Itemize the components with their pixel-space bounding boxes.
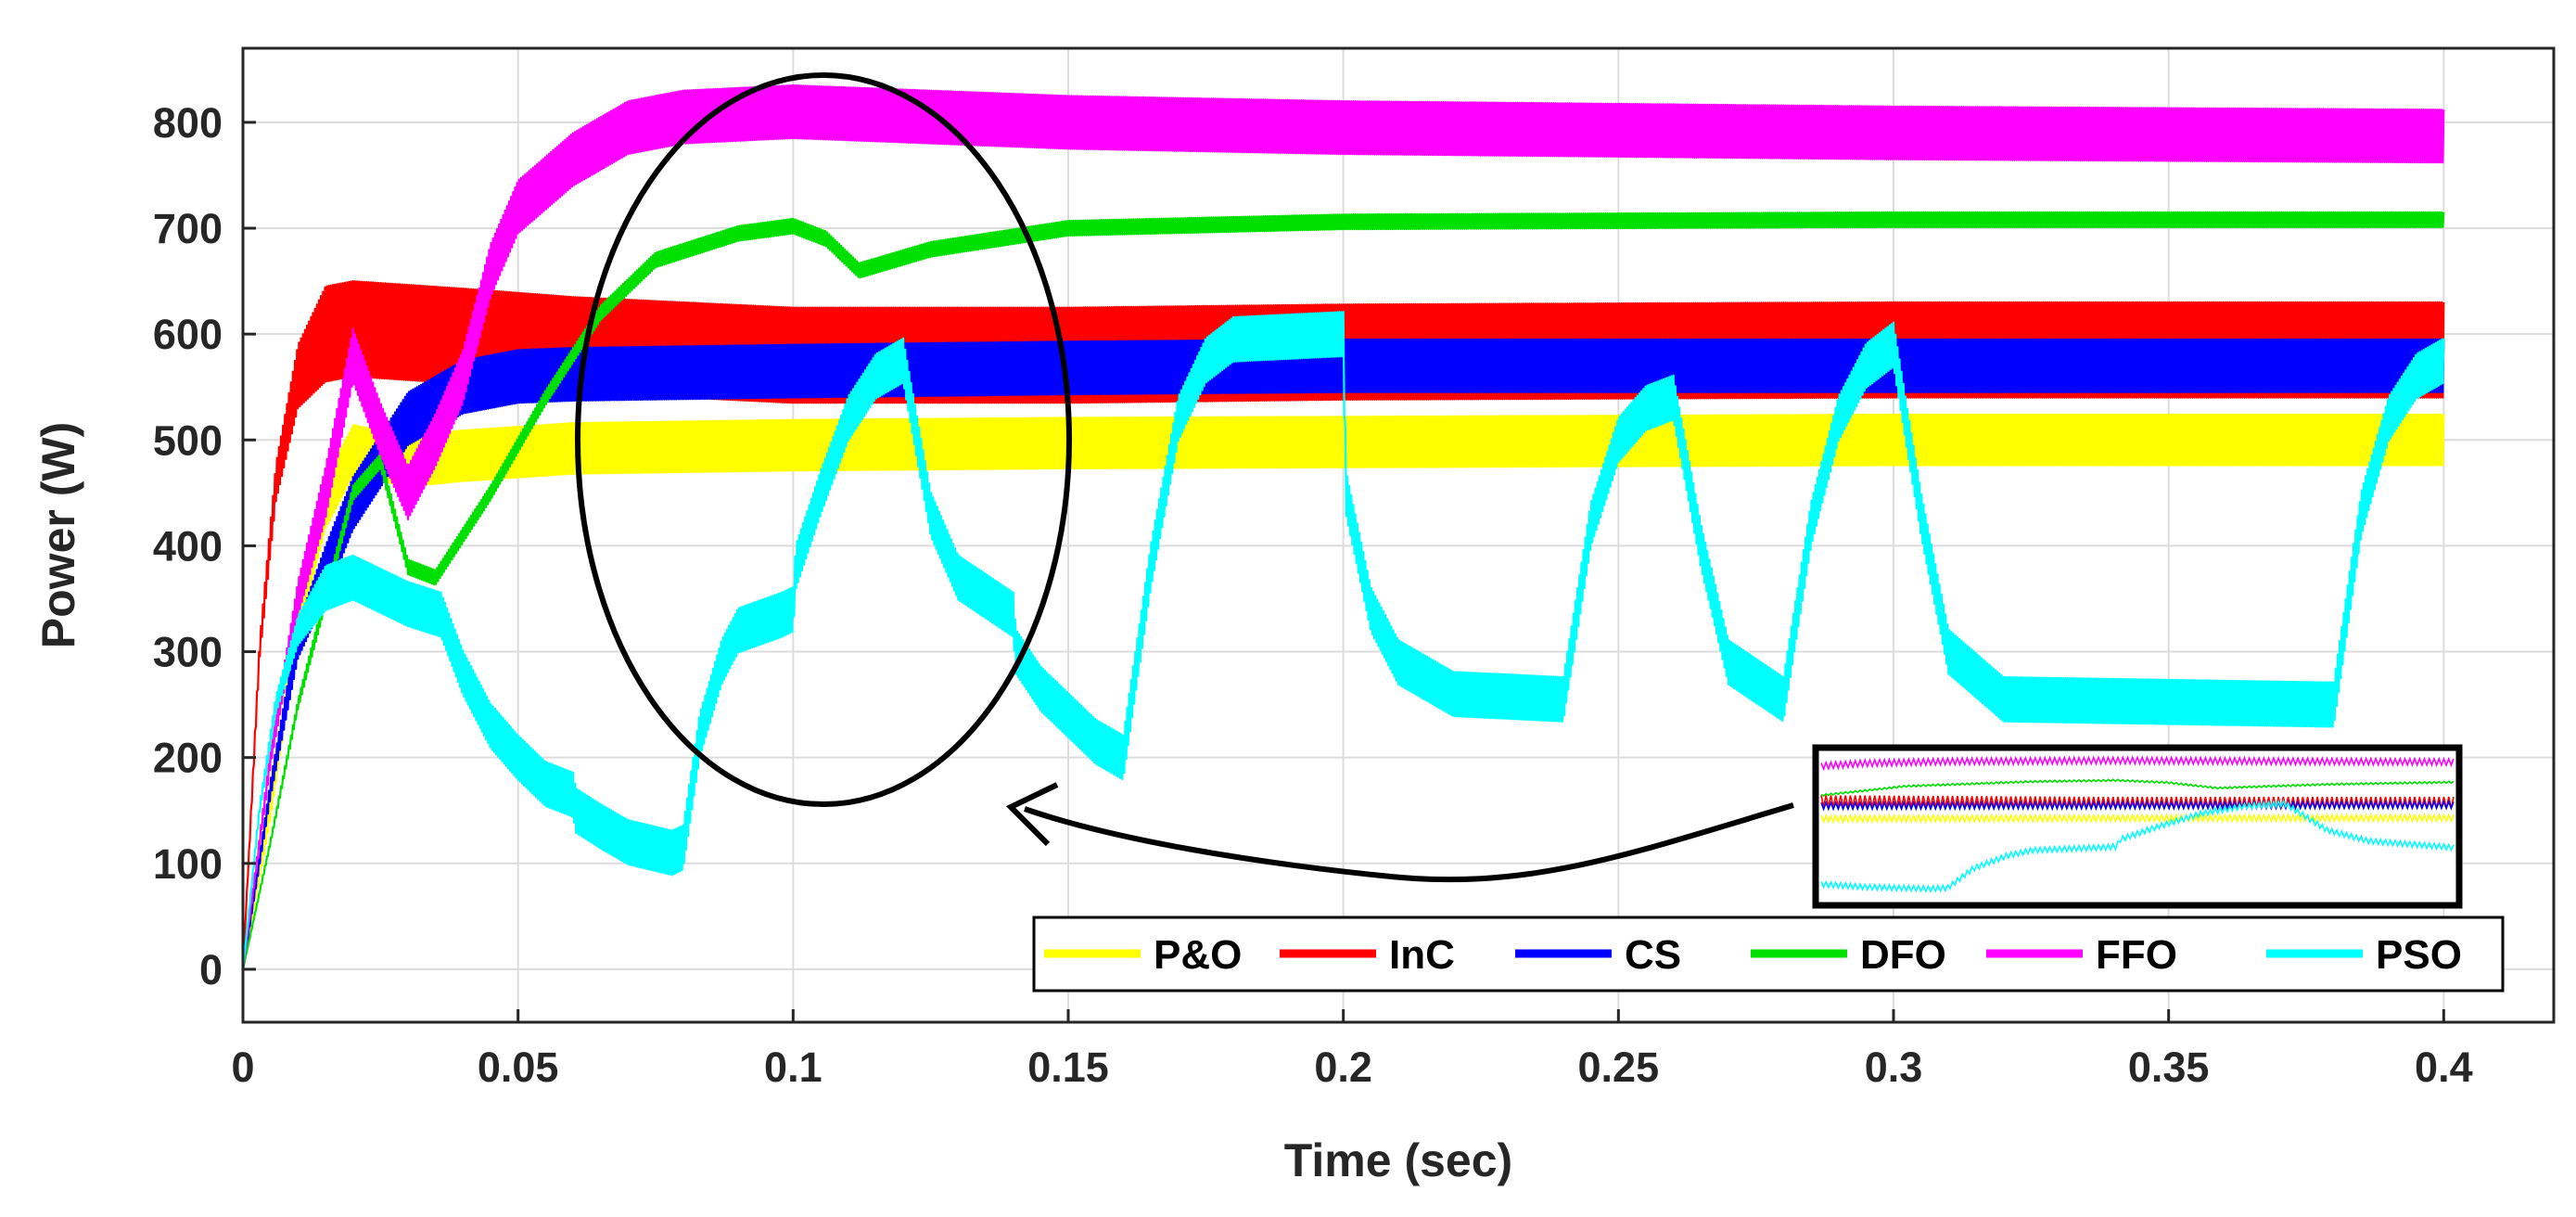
legend-label-PSO: PSO (2376, 932, 2462, 978)
x-tick-label: 0.2 (1314, 1044, 1372, 1091)
y-tick-label: 0 (199, 946, 223, 993)
zoom-arrowhead (1005, 782, 1059, 847)
y-tick-label: 600 (153, 311, 223, 358)
zoom-arrow (1024, 802, 1794, 883)
inset-traces (1820, 755, 2455, 893)
legend-label-DFO: DFO (1860, 932, 1946, 978)
y-tick-label: 200 (153, 735, 223, 782)
inset-line-DFO (1820, 778, 2455, 798)
legend: P&O InC CS DFO FFO PSO (1032, 916, 2505, 993)
series-line-P&O (241, 413, 2445, 970)
y-tick-label: 400 (153, 522, 223, 570)
y-axis-title: Power (W) (32, 422, 84, 648)
legend-box (1032, 916, 2505, 993)
y-tick-label: 100 (153, 840, 223, 888)
x-tick-label: 0.1 (764, 1044, 823, 1091)
legend-label-P&O: P&O (1154, 932, 1242, 978)
plot-area (241, 83, 2445, 970)
x-tick-label: 0.4 (2415, 1044, 2473, 1091)
x-tick-label: 0.25 (1578, 1044, 1660, 1091)
inset-frame (1812, 744, 2463, 909)
x-tick-label: 0.35 (2128, 1044, 2210, 1091)
series-line-PSO (241, 311, 2445, 970)
zoom-inset (1812, 744, 2463, 909)
x-tick-label: 0 (231, 1044, 254, 1091)
inset-line-CS (1820, 800, 2455, 812)
inset-line-FFO (1820, 755, 2455, 772)
axis-ticks: 0 0.05 0.1 0.15 0.2 0.25 0.3 0.35 0.4 0 100 200 300 4… (153, 99, 2473, 1091)
x-tick-label: 0.3 (1865, 1044, 1923, 1091)
y-tick-label: 500 (153, 416, 223, 464)
x-tick-label: 0.15 (1027, 1044, 1109, 1091)
y-tick-label: 300 (153, 629, 223, 676)
legend-label-InC: InC (1389, 932, 1455, 978)
series-line-FFO (241, 83, 2445, 970)
series-line-DFO (241, 211, 2445, 970)
y-tick-label: 700 (153, 205, 223, 252)
x-axis-title: Time (sec) (1284, 1134, 1512, 1186)
highlight-ellipse (575, 72, 1072, 807)
x-tick-label: 0.05 (478, 1044, 559, 1091)
axes-box (241, 46, 2556, 1024)
inset-line-PSO (1820, 799, 2455, 893)
legend-label-CS: CS (1625, 932, 1681, 978)
inset-line-P&O (1820, 813, 2455, 825)
y-tick-label: 800 (153, 99, 223, 147)
legend-label-FFO: FFO (2096, 932, 2177, 978)
